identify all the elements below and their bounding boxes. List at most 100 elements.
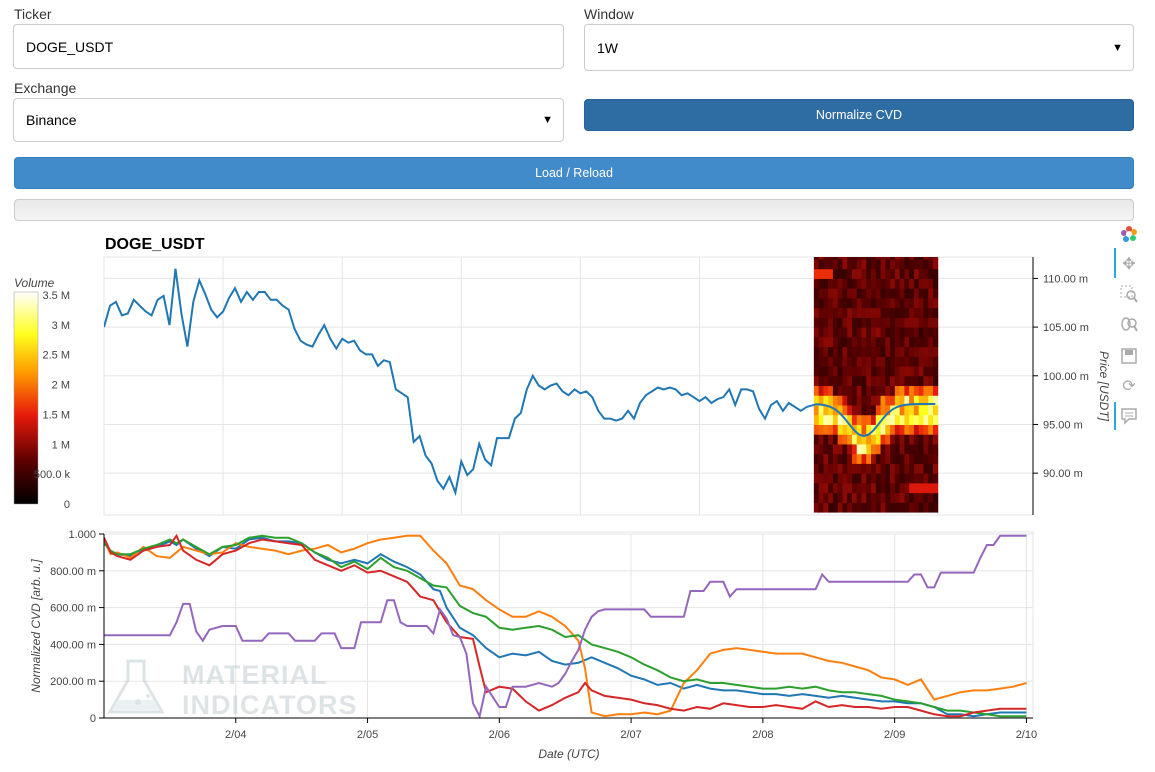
heatmap-cell <box>871 434 877 445</box>
box-zoom-icon[interactable] <box>1119 284 1139 304</box>
heatmap-cell <box>899 424 905 435</box>
exchange-select[interactable]: Binance ▼ <box>13 98 564 142</box>
heatmap-cell <box>932 278 939 289</box>
hover-icon[interactable] <box>1119 406 1139 426</box>
heatmap-cell <box>818 473 824 484</box>
heatmap-cell <box>928 297 934 309</box>
heatmap-cell <box>813 434 820 445</box>
heatmap-cell <box>918 434 924 445</box>
heatmap-cell <box>866 336 872 348</box>
heatmap-cell <box>842 385 848 396</box>
heatmap-cell <box>828 268 834 279</box>
heatmap-cell <box>818 336 824 348</box>
date-axis-label: Date (UTC) <box>538 747 599 761</box>
heatmap-cell <box>871 288 877 299</box>
heatmap-cell <box>899 336 905 348</box>
heatmap-cell <box>851 327 858 338</box>
heatmap-cell <box>875 482 882 494</box>
heatmap-cell <box>923 307 929 318</box>
heatmap-cell <box>832 482 839 494</box>
heatmap-cell <box>856 453 862 464</box>
heatmap-cell <box>866 492 872 503</box>
heatmap-cell <box>928 502 934 513</box>
watermark-line-1: MATERIAL <box>182 660 327 690</box>
heatmap-cell <box>818 395 824 406</box>
heatmap-cell <box>842 434 848 445</box>
heatmap-cell <box>866 434 872 445</box>
heatmap-cell <box>813 278 820 289</box>
heatmap-cell <box>904 258 910 270</box>
heatmap-cell <box>913 453 920 464</box>
heatmap-cell <box>890 257 896 260</box>
heatmap-cell <box>890 366 896 377</box>
heatmap-cell <box>890 336 896 348</box>
heatmap-cell <box>842 424 848 435</box>
heatmap-cell <box>904 453 910 464</box>
heatmap-cell <box>928 336 934 348</box>
heatmap-cell <box>847 453 853 464</box>
heatmap-cell <box>871 482 877 494</box>
chevron-down-icon: ▼ <box>1112 41 1123 54</box>
heatmap-cell <box>866 307 872 318</box>
heatmap-cell <box>913 317 920 328</box>
heatmap-cell <box>842 443 848 455</box>
heatmap-cell <box>894 395 901 406</box>
heatmap-cell <box>923 288 929 299</box>
cvd-x-tick-label: 2/07 <box>620 729 641 741</box>
heatmap-cell <box>885 327 891 338</box>
heatmap-cell <box>909 258 915 270</box>
heatmap-cell <box>885 336 891 348</box>
heatmap-cell <box>890 502 896 513</box>
heatmap-cell <box>928 288 934 299</box>
heatmap-cell <box>928 482 934 494</box>
heatmap-cell <box>913 336 920 348</box>
heatmap-cell <box>928 327 934 338</box>
pan-icon[interactable]: ✥ <box>1122 256 1136 273</box>
heatmap-cell <box>880 385 886 396</box>
heatmap-cell <box>875 492 882 503</box>
heatmap-cell <box>880 443 886 455</box>
heatmap-cell <box>851 482 858 494</box>
heatmap-cell <box>837 327 843 338</box>
heatmap-cell <box>837 317 843 328</box>
heatmap-cell <box>885 453 891 464</box>
heatmap-cell <box>823 463 829 474</box>
heatmap-cell <box>909 434 915 445</box>
heatmap-cell <box>928 395 934 406</box>
reset-icon[interactable]: ⟳ <box>1122 378 1136 395</box>
heatmap-cell <box>918 502 924 513</box>
heatmap-cell <box>890 453 896 464</box>
heatmap-cell <box>856 258 862 270</box>
heatmap-cell <box>894 288 901 299</box>
heatmap-cell <box>928 453 934 464</box>
heatmap-cell <box>932 297 939 309</box>
heatmap-cell <box>813 404 820 416</box>
heatmap-cell <box>856 434 862 445</box>
load-reload-button[interactable]: Load / Reload <box>14 157 1134 189</box>
heatmap-cell <box>842 278 848 289</box>
save-icon[interactable] <box>1119 346 1139 366</box>
heatmap-cell <box>861 297 867 309</box>
window-select[interactable]: 1W ▼ <box>584 24 1134 71</box>
ticker-input[interactable]: DOGE_USDT <box>13 24 564 69</box>
heatmap-cell <box>909 492 915 503</box>
heatmap-cell <box>851 434 858 445</box>
bokeh-logo-icon[interactable] <box>1119 224 1139 244</box>
heatmap-cell <box>837 307 843 318</box>
heatmap-cell <box>918 414 924 425</box>
heatmap-cell <box>894 453 901 464</box>
heatmap-cell <box>890 356 896 367</box>
heatmap-cell <box>875 257 882 260</box>
wheel-zoom-icon[interactable] <box>1119 315 1139 335</box>
heatmap-cell <box>842 395 848 406</box>
heatmap-cell <box>885 434 891 445</box>
normalize-cvd-button[interactable]: Normalize CVD <box>584 99 1134 131</box>
heatmap-cell <box>928 463 934 474</box>
heatmap-cell <box>899 395 905 406</box>
heatmap-cell <box>828 278 834 289</box>
heatmap-cell <box>894 414 901 425</box>
heatmap-cell <box>913 366 920 377</box>
heatmap-cell <box>818 414 824 425</box>
heatmap-cell <box>932 375 939 387</box>
